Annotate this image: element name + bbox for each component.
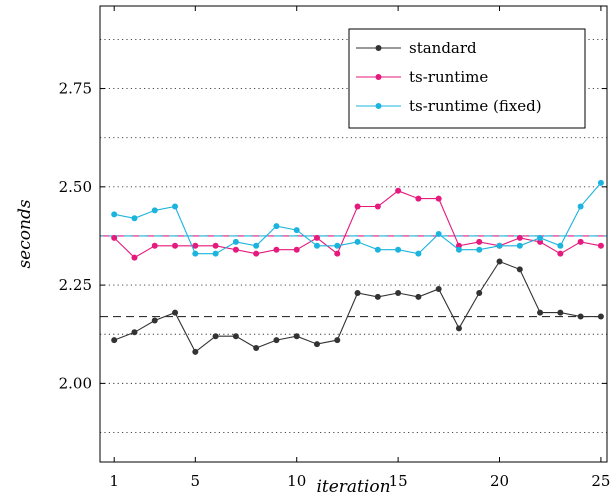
legend-marker-standard [375,45,382,51]
x-tick-label: 1 [109,472,119,490]
point-standard [354,289,361,296]
point-standard [496,258,503,265]
point-ts-runtime [354,203,361,210]
y-tick-label: 2.25 [59,276,92,294]
mean-lines [100,235,607,318]
point-ts-runtime [131,254,138,261]
point-standard [253,345,260,351]
point-ts-runtime-fixed [172,203,179,210]
point-ts-runtime [334,250,341,257]
point-standard [334,337,341,344]
point-standard [455,325,462,332]
point-ts-runtime-fixed [354,238,361,245]
y-axis-label: seconds [15,199,35,268]
point-standard [597,313,604,320]
point-ts-runtime-fixed [435,231,442,237]
point-ts-runtime-fixed [111,211,118,218]
point-ts-runtime-fixed [293,227,300,234]
point-ts-runtime-fixed [232,238,239,245]
point-standard [537,309,544,316]
point-ts-runtime-fixed [395,246,402,253]
point-ts-runtime [415,195,422,202]
point-standard [293,333,300,340]
y-tick-label: 2.50 [59,178,92,196]
point-standard [557,309,564,316]
y-tick-label: 2.75 [59,80,92,98]
legend-label-ts-runtime: ts-runtime [409,68,488,86]
point-ts-runtime-fixed [212,250,219,257]
series-layer [111,179,604,355]
point-ts-runtime [557,250,564,257]
point-standard [395,289,402,296]
point-ts-runtime [111,234,118,241]
tick-layer: 1 5 10 15 20 252.002.252.502.75 [59,6,610,490]
point-ts-runtime-fixed [415,250,422,257]
point-ts-runtime [293,246,300,253]
point-standard [151,317,158,324]
point-ts-runtime [192,242,199,249]
point-standard [232,333,239,340]
point-standard [212,333,219,340]
point-standard [273,337,280,344]
point-ts-runtime-fixed [455,246,462,253]
point-standard [476,289,483,296]
point-ts-runtime-fixed [131,215,138,222]
x-tick-label: 10 [287,472,306,490]
point-ts-runtime [435,195,442,202]
point-ts-runtime-fixed [476,246,483,253]
point-standard [516,266,523,273]
point-standard [374,293,381,300]
x-tick-label: 20 [490,472,509,490]
point-standard [172,309,179,316]
legend: standard ts-runtime ts-runtime (fixed) [348,28,586,129]
point-standard [131,329,138,336]
point-ts-runtime [395,187,402,194]
point-ts-runtime [597,242,604,249]
x-tick-label: 15 [389,472,408,490]
point-ts-runtime [253,250,260,257]
point-ts-runtime [374,203,381,210]
point-ts-runtime [151,242,158,249]
point-standard [577,313,584,320]
point-ts-runtime-fixed [516,242,523,249]
point-ts-runtime [516,234,523,241]
x-tick-label: 5 [191,472,201,490]
legend-label-standard: standard [409,39,477,57]
point-ts-runtime-fixed [253,242,260,249]
plot-frame [99,5,608,463]
point-ts-runtime-fixed [537,234,544,241]
point-ts-runtime [577,238,584,245]
point-ts-runtime-fixed [597,179,604,186]
point-ts-runtime [313,234,320,241]
point-ts-runtime [232,246,239,253]
point-ts-runtime-fixed [151,207,158,214]
point-ts-runtime [212,242,219,249]
point-ts-runtime-fixed [374,246,381,253]
point-standard [415,293,422,300]
legend-marker-ts-runtime [375,74,382,80]
point-ts-runtime-fixed [496,242,503,249]
y-tick-label: 2.00 [59,374,92,392]
point-standard [435,286,442,293]
point-ts-runtime-fixed [557,242,564,249]
point-ts-runtime-fixed [577,203,584,210]
point-standard [313,341,320,348]
series-line-standard [114,260,601,353]
point-ts-runtime-fixed [273,223,280,230]
x-axis-label: iteration [316,477,390,497]
point-ts-runtime [476,238,483,245]
point-standard [111,337,118,344]
series-line-ts-runtime [113,190,602,259]
legend-marker-ts-runtime-fixed [375,103,382,109]
point-ts-runtime [172,242,179,249]
point-ts-runtime [273,246,280,253]
legend-box [348,28,586,129]
point-standard [192,348,199,355]
point-ts-runtime-fixed [313,242,320,249]
x-tick-label: 25 [591,472,610,490]
point-ts-runtime-fixed [192,250,199,257]
legend-label-ts-runtime-fixed: ts-runtime (fixed) [409,97,542,115]
point-ts-runtime-fixed [334,242,341,249]
